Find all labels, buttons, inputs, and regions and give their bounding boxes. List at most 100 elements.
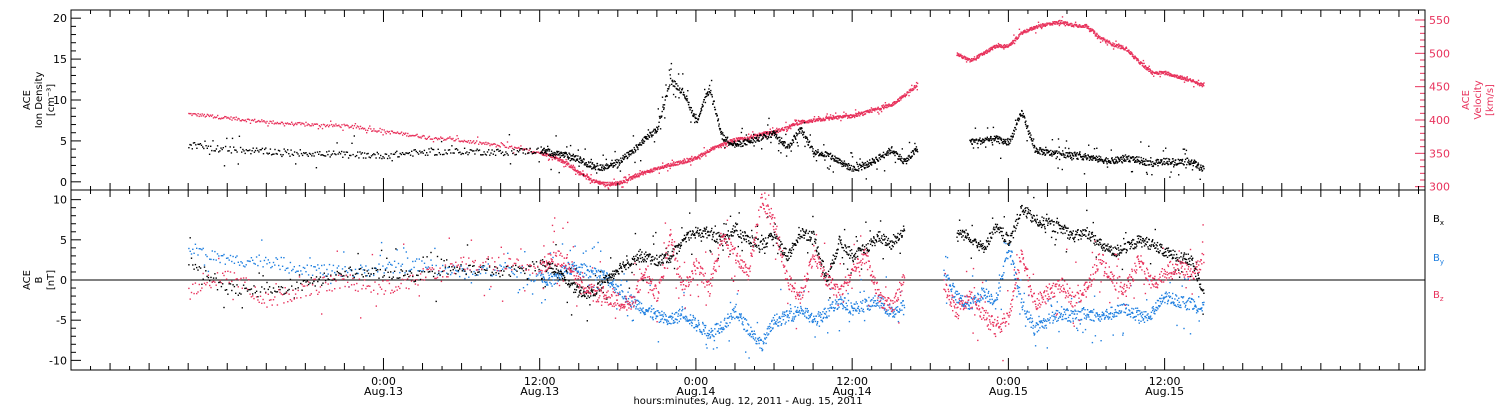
velocity-point [748,133,750,135]
by-point [613,279,615,281]
density-point [330,154,332,156]
density-point [406,152,408,154]
density-point [771,133,774,135]
density-point [769,136,772,138]
density-point [653,128,655,131]
velocity-point [461,140,463,142]
velocity-point [698,157,701,159]
density-point [231,137,234,140]
velocity-point [1119,45,1122,47]
density-point [1033,144,1036,147]
velocity-point [367,129,369,132]
velocity-point [884,106,886,108]
by-point [540,273,542,275]
velocity-point [545,155,548,157]
velocity-point [1065,21,1067,24]
velocity-point [1031,29,1034,31]
by-point [731,316,733,319]
density-point [1157,162,1159,164]
velocity-point [574,169,576,171]
velocity-point [670,165,673,167]
density-point [486,151,489,153]
density-point [496,149,498,151]
density-point [477,149,480,152]
density-point [1199,169,1201,171]
velocity-point [432,141,435,143]
by-point [685,316,688,318]
velocity-point [658,172,660,174]
velocity-point [1137,60,1140,62]
velocity-point [209,114,212,116]
density-point [584,148,586,150]
by-point [655,317,657,320]
velocity-point [443,139,445,141]
velocity-point [798,123,801,125]
density-point [1056,156,1058,158]
density-point [650,134,653,136]
velocity-point [622,179,624,182]
velocity-point [1113,43,1115,45]
by-point [499,264,501,266]
density-point [725,136,727,139]
density-point [785,133,787,136]
density-point [628,150,631,152]
velocity-point [1150,71,1153,74]
density-point [678,97,680,99]
density-point [894,154,896,157]
velocity-point [967,57,969,60]
velocity-point [417,135,419,138]
density-point [682,91,685,94]
by-point [715,322,718,325]
density-point [898,155,900,158]
velocity-point [462,141,464,143]
velocity-point [976,56,979,58]
density-point [450,152,452,154]
velocity-point [287,123,290,125]
velocity-point [1022,32,1024,35]
by-point [649,307,651,309]
velocity-point [1128,49,1130,51]
by-point [676,319,678,321]
by-point [413,266,415,269]
density-point [605,158,607,161]
by-point [686,318,688,320]
density-point [1020,114,1022,116]
by-point [706,332,709,335]
density-point [782,141,784,143]
velocity-point [275,122,277,125]
density-point [576,158,578,160]
density-point [381,157,383,160]
density-point [719,128,722,130]
density-point [471,150,474,152]
density-point [1036,148,1038,150]
density-point [714,108,717,111]
velocity-point [346,124,348,126]
by-point [605,276,607,278]
density-point [1123,158,1125,160]
density-point [1169,163,1171,165]
density-point [807,139,809,141]
velocity-point [687,161,690,163]
by-point [540,274,542,277]
density-point [1195,166,1197,168]
by-point [578,266,580,268]
velocity-point [755,135,758,137]
velocity-point [380,131,382,133]
velocity-point [1168,73,1170,75]
velocity-point [769,128,771,130]
density-point [746,140,749,142]
density-point [1192,162,1194,164]
density-point [733,142,735,145]
by-point [482,266,484,269]
velocity-point [851,115,854,118]
by-point [592,273,594,275]
by-point [472,273,474,275]
velocity-point [1050,24,1053,26]
density-point [887,154,889,156]
density-point [541,150,543,152]
density-point [1164,163,1166,166]
velocity-point [969,58,971,60]
density-point [566,146,568,148]
density-point [650,132,652,134]
by-point [719,328,722,330]
